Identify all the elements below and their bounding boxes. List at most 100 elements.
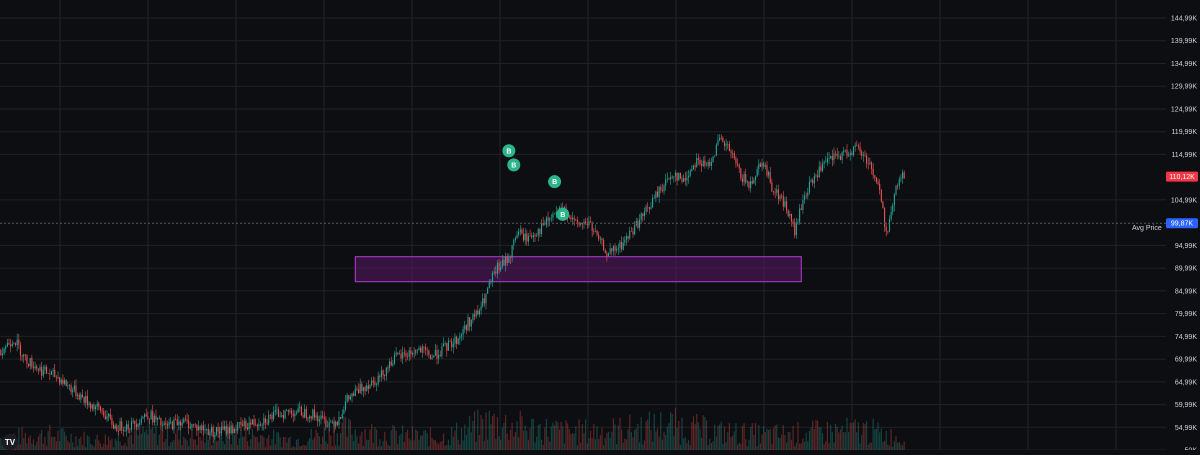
volume-bar bbox=[165, 439, 167, 450]
candle bbox=[0, 348, 2, 356]
volume-bar bbox=[617, 425, 619, 450]
candle bbox=[248, 416, 250, 435]
candle bbox=[841, 151, 843, 164]
candle bbox=[214, 432, 216, 440]
candle bbox=[799, 203, 801, 225]
avg-price-line-label: Avg Price bbox=[1132, 225, 1162, 232]
volume-bar bbox=[769, 428, 771, 450]
candle bbox=[201, 423, 203, 434]
candle bbox=[732, 149, 734, 159]
candle bbox=[509, 255, 512, 264]
tradingview-logo[interactable]: TV bbox=[2, 434, 18, 450]
volume-bar bbox=[179, 427, 182, 450]
candle bbox=[116, 423, 118, 433]
candle bbox=[23, 353, 25, 363]
zone-layer[interactable] bbox=[354, 256, 802, 283]
volume-bar bbox=[709, 438, 711, 450]
candle bbox=[818, 160, 820, 178]
candle bbox=[194, 423, 196, 428]
candle bbox=[807, 187, 809, 200]
volume-bar bbox=[130, 434, 133, 450]
candle bbox=[8, 338, 10, 346]
candle bbox=[68, 383, 70, 391]
candle bbox=[501, 255, 503, 269]
candle bbox=[686, 171, 688, 187]
candle bbox=[879, 179, 881, 195]
candle bbox=[581, 222, 583, 230]
candle bbox=[849, 148, 851, 161]
volume-bar bbox=[395, 430, 397, 450]
candle bbox=[402, 346, 404, 365]
support-zone-rect[interactable] bbox=[354, 256, 802, 283]
volume-bar bbox=[206, 429, 208, 450]
volume-bar bbox=[596, 426, 598, 450]
candle bbox=[719, 134, 721, 142]
volume-bar bbox=[266, 438, 268, 450]
volume-bar bbox=[851, 423, 853, 450]
volume-bar bbox=[73, 447, 75, 450]
volume-bar bbox=[743, 423, 745, 450]
candle bbox=[72, 387, 74, 398]
volume-bar bbox=[52, 437, 54, 450]
candle bbox=[340, 416, 342, 420]
volume-bar bbox=[150, 429, 152, 450]
volume-bar bbox=[50, 436, 53, 450]
candle bbox=[457, 338, 459, 345]
candle bbox=[375, 382, 378, 392]
volume-bar bbox=[598, 439, 600, 450]
candle bbox=[434, 343, 436, 357]
candle bbox=[121, 417, 123, 434]
volume-bar bbox=[382, 441, 384, 450]
candle bbox=[844, 149, 846, 153]
candle bbox=[821, 159, 824, 173]
volume-bar bbox=[294, 447, 296, 450]
volume-bar bbox=[467, 427, 469, 450]
volume-bar bbox=[625, 439, 628, 450]
volume-bar bbox=[129, 434, 131, 450]
candle bbox=[452, 338, 454, 354]
candle bbox=[3, 347, 5, 356]
volume-bar bbox=[900, 444, 902, 450]
volume-bar bbox=[704, 416, 706, 450]
candle bbox=[403, 347, 405, 357]
candle bbox=[854, 142, 856, 152]
buy-marker-label: B bbox=[552, 179, 557, 186]
price-axis[interactable]: 144,99K 139,99K 134,99K 129,99K 124,99K 119,9… bbox=[1171, 16, 1197, 455]
volume-bar bbox=[276, 432, 278, 450]
candle bbox=[284, 409, 286, 420]
candle bbox=[336, 420, 338, 427]
candle bbox=[454, 333, 456, 348]
candle bbox=[222, 420, 224, 431]
candle bbox=[611, 247, 613, 256]
candle bbox=[665, 173, 667, 191]
candle bbox=[763, 161, 765, 169]
volume-bar bbox=[312, 439, 314, 450]
volume-bar bbox=[872, 418, 874, 450]
candle bbox=[603, 237, 605, 252]
volume-bar bbox=[565, 420, 567, 450]
volume-bar bbox=[116, 440, 118, 450]
volume-bar bbox=[575, 426, 577, 450]
volume-bar bbox=[712, 441, 714, 450]
candle bbox=[892, 202, 894, 216]
y-tick-label: 104,99K bbox=[1171, 197, 1197, 204]
volume-bar bbox=[232, 428, 234, 450]
volume-bar bbox=[774, 425, 776, 450]
candle bbox=[26, 354, 28, 369]
candle bbox=[60, 378, 62, 386]
volume-bar bbox=[286, 442, 288, 450]
candle bbox=[312, 408, 314, 421]
volume-bar bbox=[901, 445, 904, 450]
candle bbox=[276, 403, 278, 415]
volume-bar bbox=[44, 436, 46, 450]
buy-marker-label: B bbox=[560, 212, 565, 219]
candle bbox=[41, 361, 43, 381]
volume-bar bbox=[741, 425, 744, 450]
volume-bar bbox=[635, 428, 637, 450]
volume-bar bbox=[23, 438, 25, 450]
volume-bar bbox=[763, 426, 765, 450]
candle bbox=[882, 200, 884, 209]
candle bbox=[709, 158, 711, 168]
